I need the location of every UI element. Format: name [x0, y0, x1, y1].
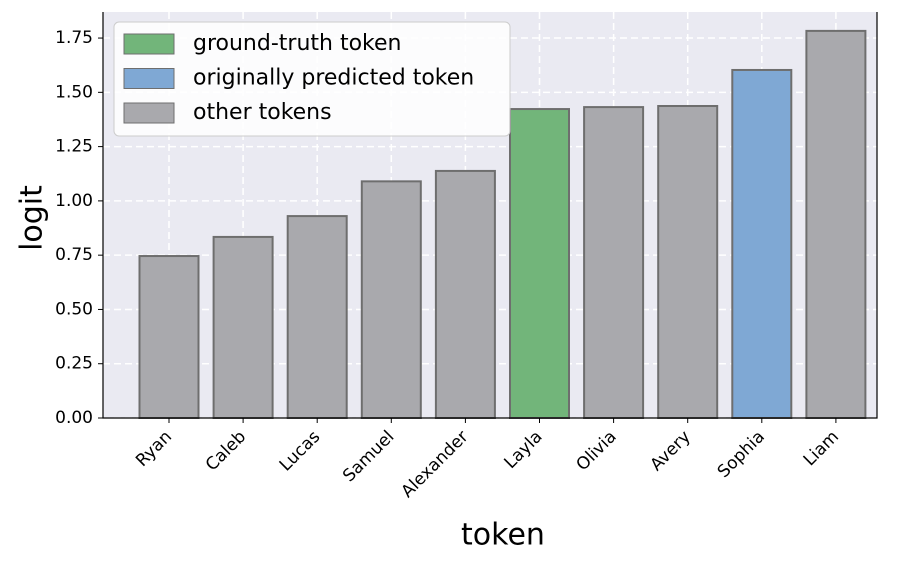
x-tick-label: Liam [800, 427, 843, 470]
bar [805, 29, 867, 420]
y-tick-label: 1.25 [55, 137, 93, 157]
legend-label: ground-truth token [193, 31, 401, 56]
bar [212, 235, 274, 419]
x-tick-label: Avery [647, 427, 695, 475]
legend-swatch [123, 68, 175, 89]
x-tick-label: Layla [501, 427, 547, 473]
bar [657, 105, 719, 420]
bar [509, 108, 570, 419]
y-tick-label: 1.75 [55, 28, 93, 48]
bar [434, 169, 496, 419]
y-tick-label: 0.25 [55, 354, 93, 374]
y-tick-label: 0.75 [55, 245, 93, 265]
x-tick-label: Caleb [202, 427, 250, 475]
axes-frame [102, 12, 878, 419]
y-tick-label: 0.50 [55, 299, 93, 319]
y-tick-label: 1.00 [55, 191, 93, 211]
bar [138, 255, 200, 419]
legend-box [113, 21, 511, 137]
y-tick-label: 1.50 [55, 82, 93, 102]
legend-label: originally predicted token [193, 66, 474, 91]
x-tick-label: Alexander [398, 427, 473, 502]
bar [731, 68, 793, 419]
x-tick-label: Ryan [132, 427, 176, 471]
legend: ground-truth token originally predicted t… [113, 21, 511, 137]
legend-label: other tokens [193, 100, 332, 125]
x-tick-label: Sophia [714, 427, 769, 482]
y-axis-label: logit [15, 185, 50, 251]
x-axis-label: token [461, 518, 545, 553]
bar [360, 180, 422, 419]
y-tick-label: 0.00 [55, 408, 93, 428]
x-tick-label: Olivia [573, 427, 621, 475]
legend-swatch [123, 33, 175, 55]
legend-swatch [123, 102, 175, 124]
bar [286, 215, 348, 419]
x-tick-label: Lucas [276, 427, 325, 476]
bar [583, 106, 645, 419]
x-tick-label: Samuel [339, 427, 398, 486]
